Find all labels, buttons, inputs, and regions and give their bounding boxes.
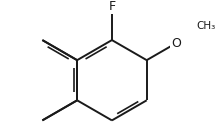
Text: CH₃: CH₃ — [196, 21, 215, 31]
Text: F: F — [108, 0, 116, 13]
Text: O: O — [171, 37, 181, 50]
